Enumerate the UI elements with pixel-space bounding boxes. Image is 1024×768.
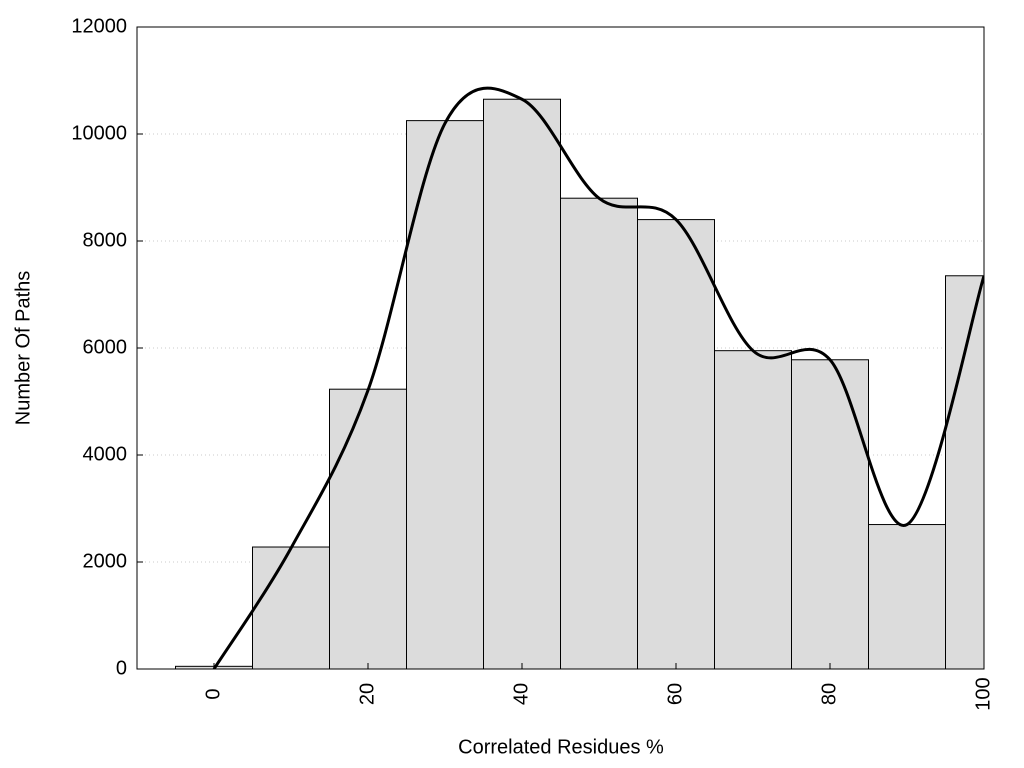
bar	[560, 197, 638, 669]
bar	[252, 546, 330, 669]
x-tick-label: 60	[664, 683, 686, 705]
x-tick-label: 0	[202, 688, 224, 699]
x-axis-label: Correlated Residues %	[458, 736, 664, 758]
y-tick-label: 2000	[83, 550, 128, 572]
bar	[637, 219, 715, 669]
y-tick-label: 6000	[83, 336, 128, 358]
y-tick-label: 12000	[71, 15, 127, 37]
bar	[868, 524, 946, 669]
y-tick-label: 4000	[83, 443, 128, 465]
curve	[212, 86, 984, 669]
y-tick-label: 8000	[83, 229, 128, 251]
y-tick-label: 0	[116, 657, 127, 679]
bar	[945, 275, 984, 669]
plot-area	[137, 27, 984, 669]
bar	[329, 388, 407, 669]
x-tick-label: 20	[356, 683, 378, 705]
bar	[791, 359, 869, 669]
y-tick-label: 10000	[71, 122, 127, 144]
x-tick-label: 100	[972, 677, 994, 710]
x-tick-label: 40	[510, 683, 532, 705]
bar	[483, 98, 561, 669]
x-tick-label: 80	[818, 683, 840, 705]
bar	[714, 350, 792, 669]
y-axis-label: Number Of Paths	[12, 271, 34, 426]
